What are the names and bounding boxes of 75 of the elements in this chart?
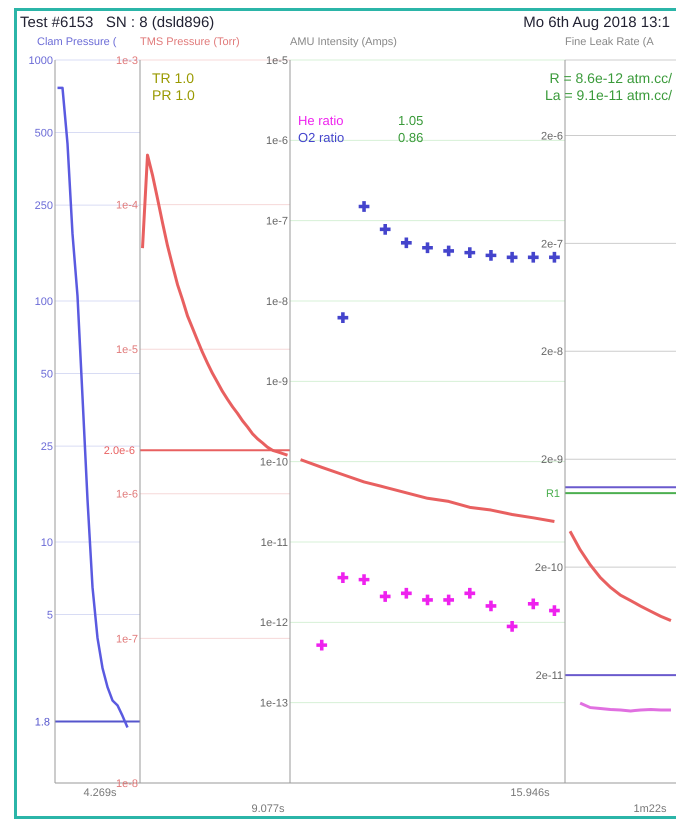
text: 1m22s bbox=[632, 803, 668, 815]
point bbox=[549, 605, 560, 616]
point bbox=[464, 588, 476, 599]
point bbox=[528, 598, 539, 610]
annotation: TR 1.0 bbox=[152, 70, 195, 87]
annotation: La = 9.1e-11 atm.cc/ bbox=[545, 87, 672, 104]
y-axis-title: Fine Leak Rate (A bbox=[565, 36, 654, 48]
point bbox=[443, 246, 454, 256]
point bbox=[358, 201, 370, 212]
y-tick-label: 1e-7 bbox=[266, 216, 288, 228]
ref-line-label: 1.8 bbox=[34, 716, 50, 728]
y-tick-label: 2e-6 bbox=[540, 130, 563, 142]
y-tick-label: 1e-10 bbox=[260, 456, 288, 469]
annotation: 0.86 bbox=[398, 129, 424, 146]
ref-line-label: 2.0e-6 bbox=[104, 445, 135, 458]
y-tick-label: 10 bbox=[40, 536, 53, 549]
line-series bbox=[568, 530, 672, 622]
annotation: 1.05 bbox=[398, 112, 424, 129]
y-tick-label: 1000 bbox=[28, 54, 53, 67]
text: O2 ratio bbox=[298, 129, 346, 146]
y-tick-label: 1e-7 bbox=[116, 633, 138, 646]
y-tick-label: 25 bbox=[40, 441, 53, 453]
y-tick-label: 2e-8 bbox=[540, 346, 563, 358]
y-tick-label: 5 bbox=[46, 609, 53, 622]
y-tick-label: 1e-4 bbox=[116, 200, 138, 212]
point bbox=[358, 574, 370, 586]
point bbox=[443, 594, 454, 606]
y-tick-label: 1e-5 bbox=[266, 54, 288, 67]
point bbox=[400, 237, 412, 248]
text: 15.946s bbox=[509, 787, 551, 799]
point bbox=[400, 588, 412, 599]
y-tick-label: 1e-13 bbox=[260, 698, 288, 710]
y-tick-label: 1e-5 bbox=[116, 344, 138, 356]
point bbox=[506, 252, 518, 263]
y-tick-label: 1e-6 bbox=[266, 135, 288, 148]
point bbox=[380, 224, 391, 235]
y-tick-label: 1e-8 bbox=[266, 296, 288, 308]
y-tick-label: 1e-11 bbox=[260, 536, 288, 549]
y-tick-label: 1e-9 bbox=[266, 376, 288, 388]
point bbox=[380, 591, 391, 602]
line-series bbox=[578, 702, 672, 712]
text: 4.269s bbox=[82, 787, 117, 799]
y-tick-label: 100 bbox=[34, 296, 53, 308]
annotation: R = 8.6e-12 atm.cc/ bbox=[548, 70, 672, 87]
annotation: PR 1.0 bbox=[152, 87, 195, 104]
point bbox=[464, 247, 476, 258]
y-tick-label: 2e-10 bbox=[534, 562, 563, 574]
point bbox=[422, 594, 433, 606]
y-tick-label: 50 bbox=[40, 368, 53, 380]
point bbox=[486, 250, 496, 261]
y-tick-label: 2e-11 bbox=[536, 670, 563, 682]
point bbox=[422, 242, 433, 254]
point bbox=[486, 600, 496, 612]
y-axis-title: AMU Intensity (Amps) bbox=[290, 36, 397, 48]
y-tick-label: 2e-9 bbox=[540, 454, 563, 466]
chart-title: Mo 6th Aug 2018 13:1 bbox=[523, 14, 670, 31]
point bbox=[506, 621, 518, 632]
y-axis-title: TMS Pressure (Torr) bbox=[140, 36, 240, 48]
point bbox=[549, 252, 560, 263]
y-tick-label: 250 bbox=[34, 200, 53, 212]
y-tick-label: 1e-3 bbox=[116, 54, 138, 67]
y-tick-label: 2e-7 bbox=[540, 238, 563, 250]
ref-line-label: R1 bbox=[546, 488, 560, 500]
y-tick-label: 500 bbox=[34, 127, 53, 140]
point bbox=[528, 252, 539, 263]
chart-title: Test #6153 SN : 8 (dsld896) bbox=[20, 14, 214, 31]
y-axis-title: Clam Pressure ( bbox=[37, 36, 116, 48]
text: 9.077s bbox=[250, 803, 286, 815]
y-tick-label: 1e-6 bbox=[116, 488, 138, 501]
point bbox=[338, 572, 348, 584]
point bbox=[338, 312, 348, 324]
line-series bbox=[141, 154, 289, 457]
text: He ratio bbox=[298, 112, 345, 129]
y-tick-label: 1e-12 bbox=[260, 617, 288, 630]
point bbox=[316, 640, 328, 651]
